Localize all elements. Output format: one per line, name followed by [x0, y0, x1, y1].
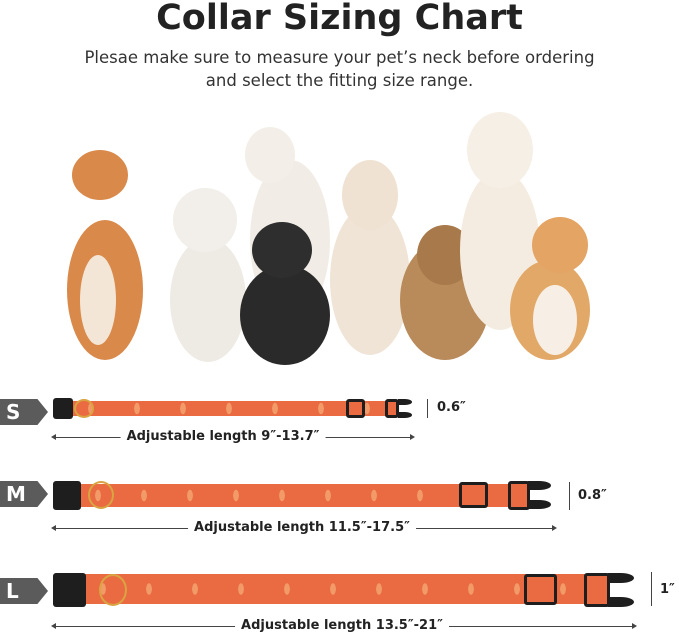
buckle-female: [53, 398, 73, 419]
buckle-female: [53, 481, 81, 510]
d-ring: [99, 574, 127, 606]
buckle-male: [508, 481, 530, 510]
slider-loop: [524, 574, 557, 605]
shiba-dog: [67, 150, 143, 360]
length-label: Adjustable length 9″-13.7″: [120, 429, 326, 444]
buckle-male: [385, 399, 399, 418]
dogs-photo: [67, 112, 590, 365]
buckle-prong: [398, 399, 412, 405]
width-arrow: [651, 572, 652, 606]
buckle-prong: [528, 481, 551, 490]
d-ring: [74, 399, 94, 418]
size-badge: S: [0, 399, 48, 425]
width-label: 1″: [660, 582, 675, 597]
buckle-prong: [608, 573, 634, 583]
buckle-prong: [608, 597, 634, 607]
subtitle-line-2: and select the fitting size range.: [205, 71, 474, 90]
bichon-dog: [170, 188, 246, 362]
poodle-dog: [330, 160, 410, 355]
subtitle-line-1: Plesae make sure to measure your pet’s n…: [84, 48, 595, 67]
buckle-prong: [398, 412, 412, 418]
slider-loop: [459, 482, 488, 508]
width-arrow: [427, 399, 428, 418]
collar-strap: [68, 401, 398, 416]
page-title: Collar Sizing Chart: [156, 0, 523, 38]
length-label: Adjustable length 13.5″-21″: [235, 618, 449, 633]
length-label: Adjustable length 11.5″-17.5″: [188, 520, 416, 535]
size-badge: M: [0, 481, 48, 507]
width-label: 0.8″: [578, 488, 607, 503]
size-badge: L: [0, 578, 48, 604]
corgi-dog: [510, 217, 590, 360]
buckle-female: [53, 573, 86, 607]
d-ring: [88, 481, 114, 509]
collar-strap: [75, 484, 530, 507]
buckle-prong: [528, 500, 551, 509]
buckle-male: [584, 573, 610, 607]
slider-loop: [346, 399, 365, 418]
width-label: 0.6″: [437, 400, 466, 415]
collar-strap: [80, 574, 610, 604]
width-arrow: [569, 482, 570, 510]
french-bulldog: [240, 222, 330, 365]
